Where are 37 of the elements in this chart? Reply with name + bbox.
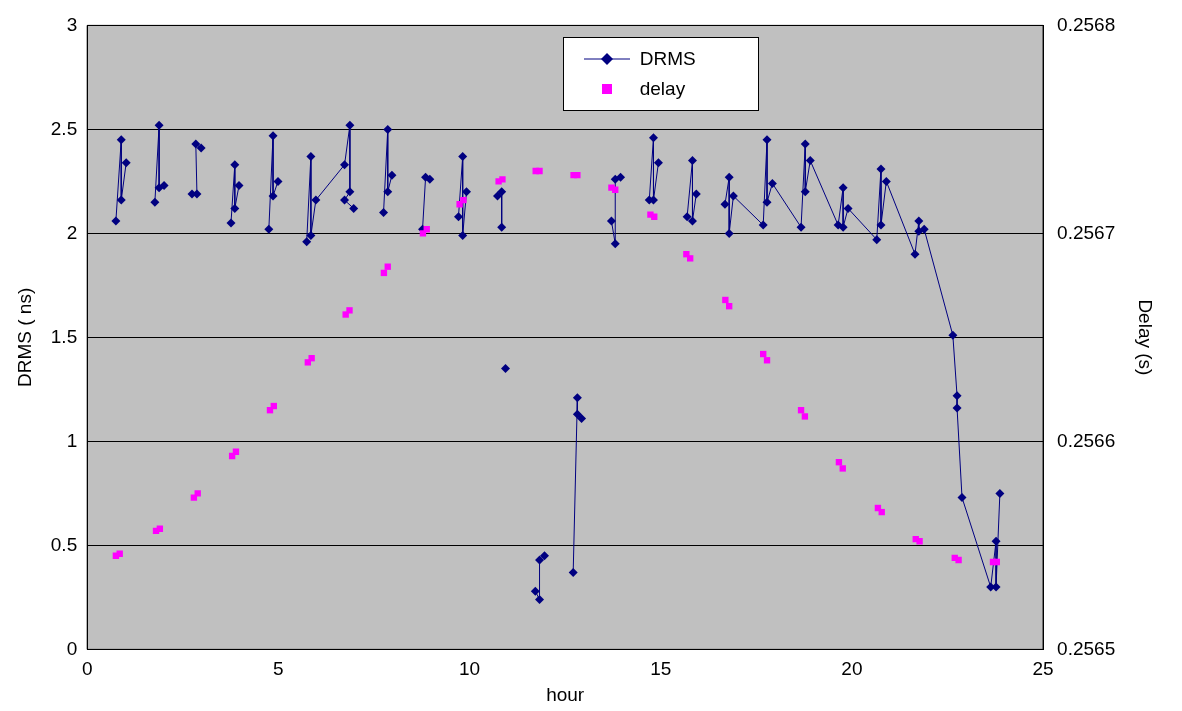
y2-tick-label: 0.2567	[1057, 221, 1116, 243]
point	[308, 355, 315, 362]
point	[536, 167, 543, 175]
x-axis-title: hour	[546, 683, 585, 705]
y-tick-label: 2.5	[50, 117, 78, 139]
y-tick-label: 1.5	[50, 325, 78, 347]
point	[916, 538, 923, 545]
point	[419, 230, 427, 237]
x-tick-label: 25	[1032, 658, 1054, 680]
point	[801, 413, 809, 420]
x-tick-label: 20	[841, 658, 863, 680]
x-tick-label: 15	[650, 658, 672, 680]
y-tick-label: 2	[66, 221, 78, 243]
y2-tick-label: 0.2566	[1057, 429, 1116, 451]
y2-tick-label: 0.2565	[1057, 637, 1116, 659]
point	[722, 296, 729, 304]
point	[346, 307, 353, 314]
y2-axis-title: Delay (s)	[1135, 299, 1157, 376]
point	[384, 263, 391, 270]
y-tick-label: 3	[66, 13, 78, 35]
y-axis-title: DRMS ( ns)	[13, 287, 35, 388]
point	[499, 176, 506, 183]
x-tick-label: 0	[81, 658, 93, 680]
point	[839, 465, 846, 472]
y2-tick-label: 0.2568	[1057, 13, 1116, 35]
y-tick-label: 0	[66, 637, 78, 659]
point	[574, 171, 581, 179]
point	[955, 556, 962, 564]
x-tick-label: 10	[458, 658, 481, 680]
legend-label: DRMS	[639, 48, 696, 71]
x-tick-label: 5	[273, 658, 284, 680]
point	[460, 196, 467, 204]
point	[194, 490, 201, 497]
y-tick-label: 0.5	[50, 533, 78, 555]
y-tick-label: 1	[66, 429, 78, 451]
legend-label: delay	[639, 78, 686, 101]
point	[687, 255, 694, 262]
